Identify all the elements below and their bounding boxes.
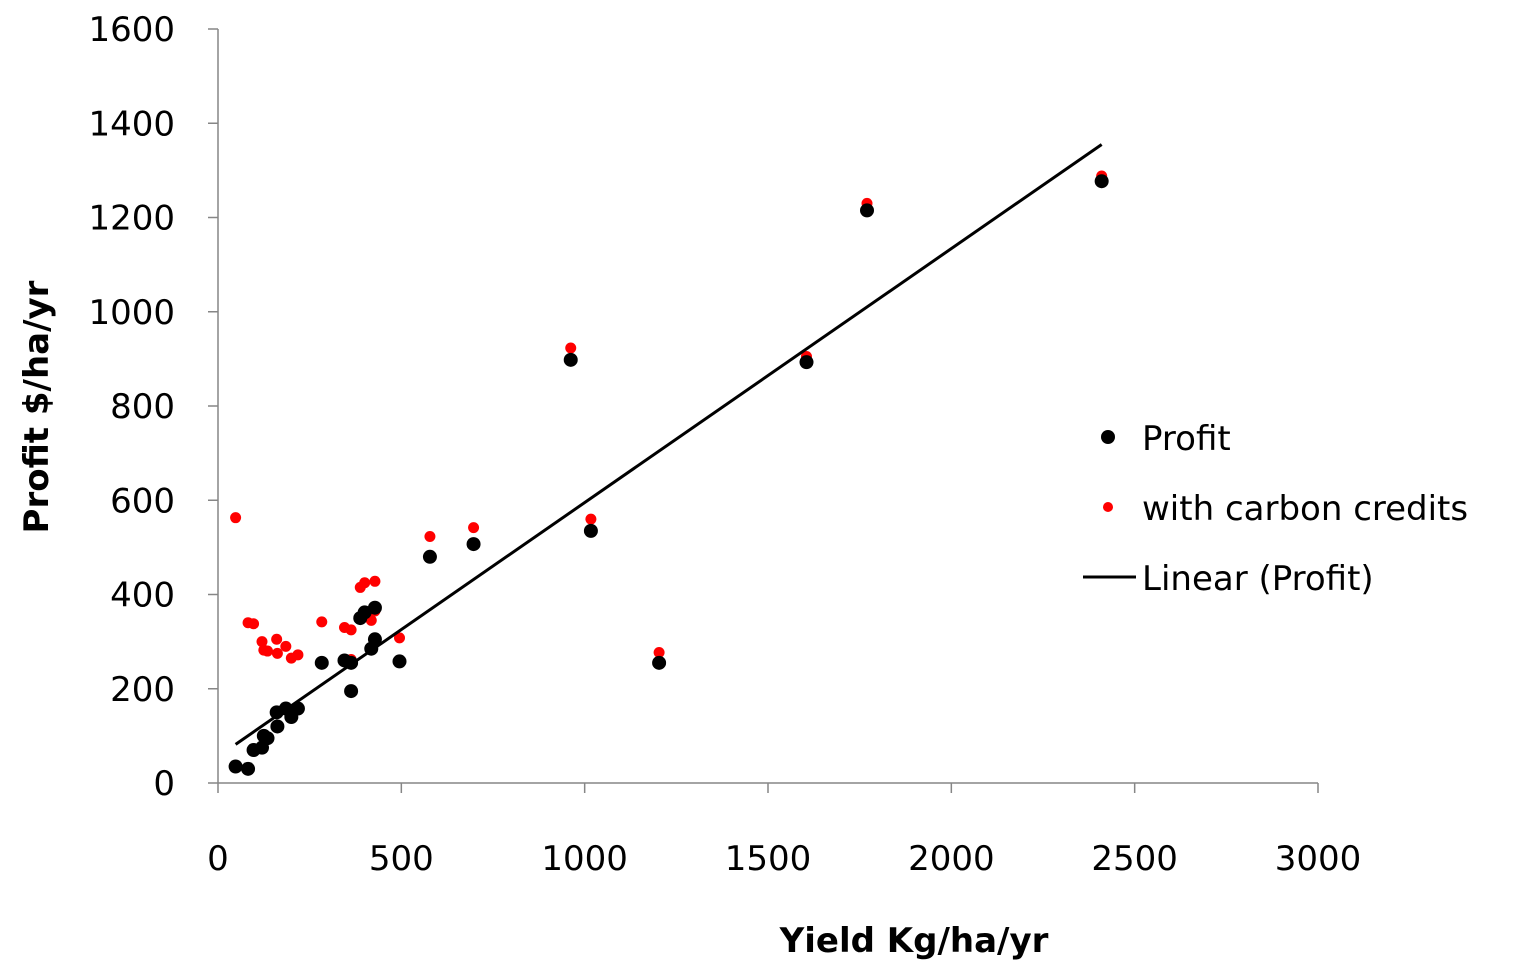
profit-point: [583, 523, 598, 538]
profit-point: [860, 203, 874, 218]
x-tick-label: 1500: [725, 839, 812, 879]
y-axis: 0 200 400 600 800 1000 1200 1400 1600: [88, 10, 219, 804]
legend: Profit with carbon credits Linear (Profi…: [1083, 419, 1468, 599]
carbon-credit-point: [280, 640, 292, 652]
y-axis-title: Profit $/ha/yr: [17, 280, 57, 533]
carbon-credit-point: [585, 513, 597, 525]
carbon-credit-point: [256, 636, 268, 648]
profit-point: [422, 549, 437, 564]
legend-marker-carbon-credits: [1103, 502, 1113, 512]
carbon-credit-point: [316, 616, 328, 628]
y-tick-label: 0: [153, 764, 175, 804]
legend-label-linear-profit: Linear (Profit): [1142, 559, 1374, 599]
x-axis-title: Yield Kg/ha/yr: [779, 921, 1049, 961]
plot-area: [228, 143, 1109, 776]
profit-point: [1094, 174, 1109, 189]
carbon-credit-point: [262, 645, 273, 657]
profit-point: [270, 719, 285, 734]
profit-point: [344, 684, 359, 699]
y-tick-label: 1400: [88, 104, 175, 144]
carbon-credit-point: [565, 342, 577, 354]
legend-label-carbon-credits: with carbon credits: [1142, 489, 1468, 529]
profit-point: [652, 655, 667, 670]
profit-point: [392, 654, 407, 669]
y-tick-label: 200: [110, 670, 175, 710]
profit-point: [799, 355, 814, 370]
x-tick-label: 1000: [541, 839, 628, 879]
carbon-credit-point: [345, 624, 357, 636]
carbon-credit-point: [271, 647, 283, 659]
carbon-credit-point: [292, 649, 304, 661]
y-tick-label: 1600: [88, 10, 175, 50]
x-tick-label: 3000: [1275, 839, 1362, 879]
carbon-credit-point: [424, 531, 436, 543]
y-tick-label: 600: [110, 481, 175, 521]
profit-point: [314, 655, 329, 670]
y-tick-label: 1200: [88, 199, 175, 239]
carbon-credit-point: [248, 618, 260, 630]
carbon-credit-point: [653, 646, 665, 658]
profit-point: [367, 600, 382, 615]
legend-label-profit: Profit: [1142, 419, 1231, 459]
x-tick-label: 0: [207, 839, 229, 879]
x-axis: 0 500 1000 1500 2000 2500 3000: [207, 782, 1362, 879]
x-tick-label: 2500: [1091, 839, 1178, 879]
profit-point: [367, 632, 382, 647]
profit-point: [466, 537, 481, 552]
profit-point: [241, 761, 256, 776]
carbon-credit-point: [369, 575, 381, 587]
carbon-credit-point: [394, 632, 405, 644]
profit-point: [344, 655, 359, 670]
profit-point: [260, 731, 275, 746]
y-tick-label: 1000: [88, 293, 175, 333]
carbon-credit-point: [230, 512, 242, 524]
carbon-credit-point: [468, 522, 480, 534]
profit-point: [228, 759, 243, 774]
x-tick-label: 500: [369, 839, 434, 879]
profit-point: [563, 352, 578, 367]
carbon-credit-point: [271, 633, 283, 645]
profit-point: [290, 701, 305, 716]
linear-profit-trendline: [234, 143, 1103, 746]
y-tick-label: 400: [110, 576, 175, 616]
legend-marker-profit: [1101, 430, 1115, 444]
y-tick-label: 800: [110, 387, 175, 427]
x-tick-label: 2000: [908, 839, 995, 879]
carbon-credit-point: [359, 577, 371, 589]
